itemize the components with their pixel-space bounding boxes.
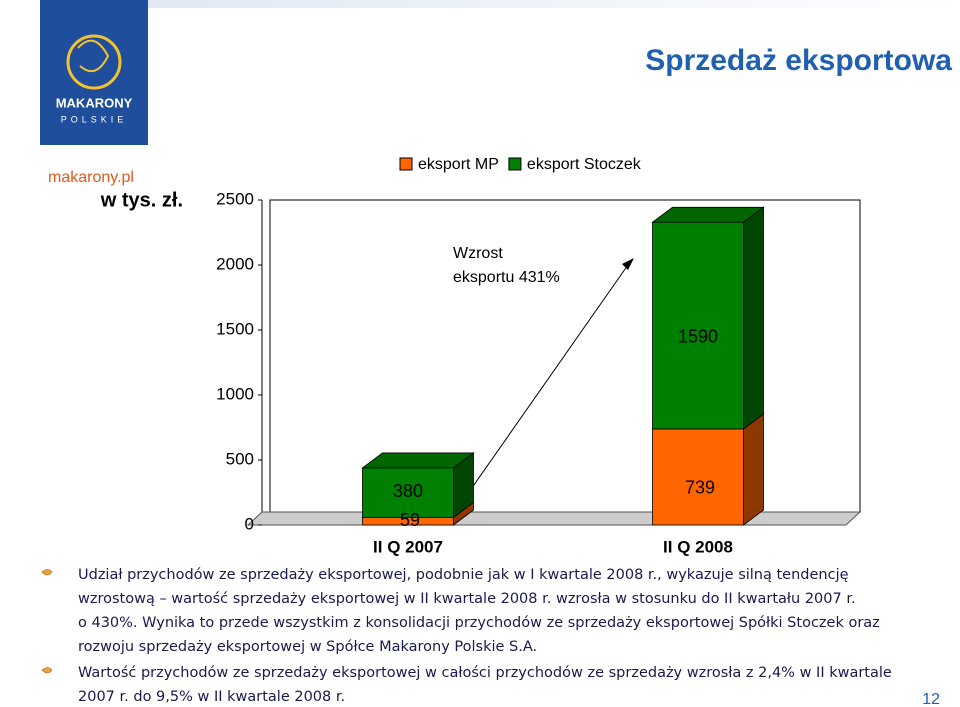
page-number: 12 [922, 691, 940, 707]
bar [652, 221, 744, 430]
paragraph-line: o 430%. Wynika to przede wszystkim z kon… [78, 615, 880, 631]
logo-background [40, 0, 148, 145]
bar-side [743, 413, 764, 526]
legend-swatch [508, 157, 522, 171]
logo-swirl [77, 39, 110, 73]
bullet [41, 667, 53, 674]
header-strip [148, 0, 960, 8]
bar [652, 428, 744, 526]
bar-top [361, 452, 475, 469]
annotation: eksportu 431% [453, 269, 560, 286]
y-tick-label: 1500 [216, 319, 254, 338]
logo-sub: POLSKIE [61, 114, 128, 124]
y-tick-label: 2000 [216, 254, 254, 273]
slide-title: Sprzedaż eksportowa [645, 44, 952, 77]
paragraph-line: 2007 r. do 9,5% w II kwartale 2008 r. [78, 689, 345, 705]
legend-label: eksport MP [418, 156, 499, 173]
logo-ring [66, 34, 122, 90]
annotation: Wzrost [453, 245, 503, 262]
bar-side [743, 206, 764, 430]
plot-walls [261, 199, 861, 513]
y-tick-label: 0 [245, 514, 254, 533]
bullet [41, 569, 53, 576]
annotation-arrow [454, 261, 631, 513]
bar [362, 467, 454, 518]
paragraph-line: rozwoju sprzedaży eksportowej w Spółce M… [78, 639, 537, 655]
x-tick-label: II Q 2008 [663, 537, 733, 556]
y-tick-label: 500 [226, 449, 254, 468]
data-label: 739 [685, 478, 715, 498]
legend-label: eksport Stoczek [527, 156, 642, 173]
data-label: 380 [393, 481, 423, 501]
data-label: 1590 [678, 326, 718, 346]
y-axis-label: w tys. zł. [100, 189, 183, 211]
paragraph-line: Udział przychodów ze sprzedaży eksportow… [78, 567, 849, 583]
paragraph-line: wzrostową – wartość sprzedaży eksportowe… [78, 591, 856, 607]
floor [246, 511, 862, 526]
data-label: 59 [400, 510, 420, 530]
annotation-arrow-head [622, 258, 634, 270]
logo-name: MAKARONY [56, 95, 133, 110]
y-tick-label: 2500 [216, 189, 254, 208]
website: makarony.pl [48, 169, 134, 186]
x-tick-label: II Q 2007 [373, 537, 443, 556]
legend-swatch [399, 157, 413, 171]
paragraph-line: Wartość przychodów ze sprzedaży eksporto… [78, 665, 892, 681]
y-tick-label: 1000 [216, 384, 254, 403]
bar-top [651, 206, 765, 223]
